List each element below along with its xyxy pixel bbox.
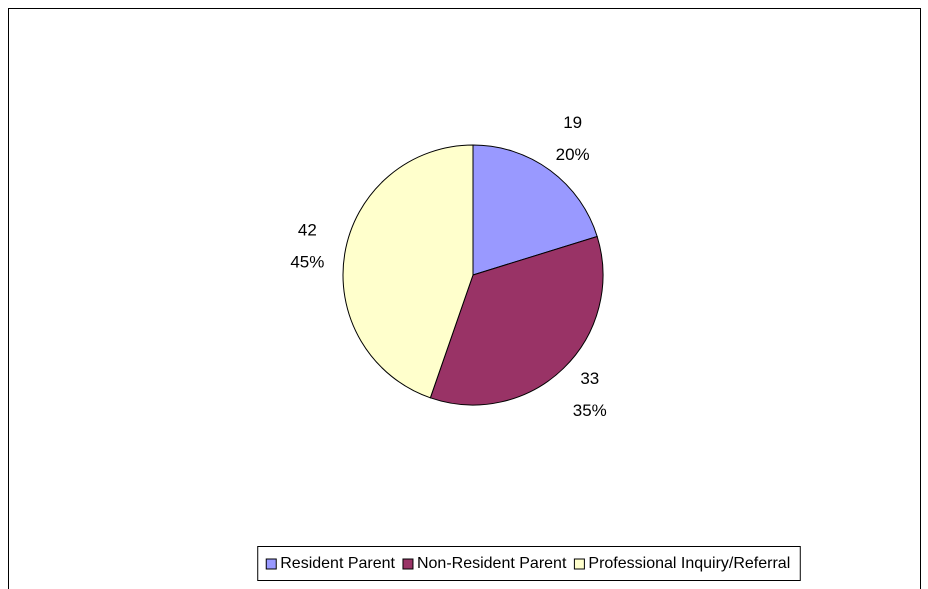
legend-swatch (402, 558, 414, 570)
pie-slice (342, 144, 474, 399)
legend-label: Resident Parent (280, 555, 395, 572)
data-label: 33 (580, 369, 599, 388)
pie-slice (429, 235, 604, 406)
data-label: 19 (563, 113, 582, 132)
percent-label: 35% (573, 401, 607, 420)
legend-swatch (573, 558, 585, 570)
legend-label: Professional Inquiry/Referral (588, 555, 790, 572)
pie-slice (472, 144, 598, 276)
data-label: 42 (298, 221, 317, 240)
percent-label: 45% (290, 253, 324, 272)
legend-label: Non-Resident Parent (417, 555, 567, 572)
legend-swatch (265, 558, 277, 570)
legend-box (257, 546, 801, 581)
percent-label: 20% (556, 145, 590, 164)
